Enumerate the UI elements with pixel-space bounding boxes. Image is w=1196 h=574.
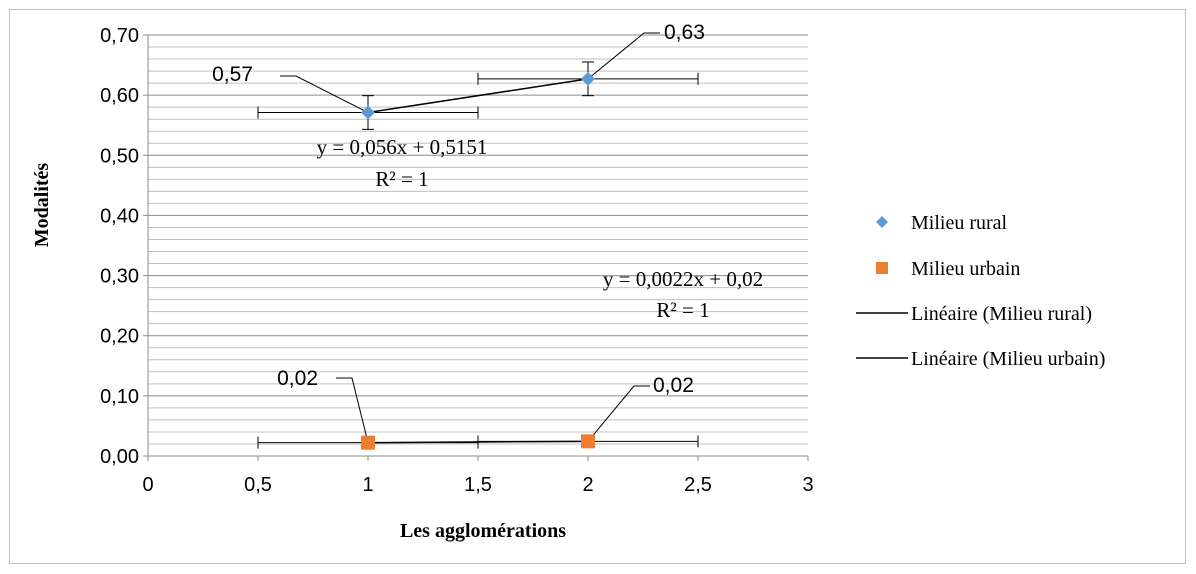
legend-trend-urbain-label: Linéaire (Milieu urbain) xyxy=(911,348,1105,370)
data-points xyxy=(361,71,595,450)
callout-leader-line xyxy=(587,32,660,80)
data-label: 0,63 xyxy=(664,21,705,44)
trendline-rural xyxy=(367,78,589,114)
legend-rural-marker xyxy=(876,216,888,228)
trendline-equation: y = 0,0022x + 0,02 xyxy=(603,267,763,291)
y-tick-label: 0,40 xyxy=(100,205,139,227)
error-bars xyxy=(257,61,699,449)
callouts xyxy=(280,32,660,443)
legend-urbain-label: Milieu urbain xyxy=(911,258,1020,280)
x-tick-label: 2,5 xyxy=(684,474,712,496)
legend-urbain-marker xyxy=(876,262,888,274)
x-tick-label: 0 xyxy=(142,474,153,496)
x-tick-label: 3 xyxy=(802,474,813,496)
x-tick-label: 2 xyxy=(582,474,593,496)
data-label: 0,57 xyxy=(212,63,253,86)
y-axis-title: Modalités xyxy=(31,163,53,248)
legend: Milieu rural Milieu urbain Linéaire (Milie… xyxy=(856,212,1105,370)
x-tick-label: 1 xyxy=(362,474,373,496)
y-tick-label: 0,30 xyxy=(100,266,139,288)
y-tick-label: 0,00 xyxy=(100,446,139,468)
trendline-equation: y = 0,056x + 0,5151 xyxy=(317,135,488,159)
trendline-r2: R² = 1 xyxy=(375,167,428,191)
legend-trend-rural-label: Linéaire (Milieu rural) xyxy=(911,303,1092,325)
callout-leader-line xyxy=(336,377,369,443)
y-tick-label: 0,70 xyxy=(100,25,139,47)
axes: 0,00 0,10 0,20 0,30 0,40 0,50 0,60 0,70 0 0,5 1 1,5… xyxy=(31,25,814,542)
chart-frame xyxy=(9,9,1186,564)
data-label: 0,02 xyxy=(277,367,318,390)
callout-leader-line xyxy=(280,75,369,113)
y-tick-label: 0,20 xyxy=(100,326,139,348)
point-urbain xyxy=(581,434,595,449)
x-tick-label: 0,5 xyxy=(244,474,272,496)
point-rural xyxy=(361,105,375,120)
x-tick-label: 1,5 xyxy=(464,474,492,496)
data-label: 0,02 xyxy=(653,374,694,397)
grid xyxy=(148,34,808,457)
y-tick-label: 0,50 xyxy=(100,145,139,167)
x-axis-title: Les agglomérations xyxy=(400,520,566,542)
legend-rural-label: Milieu rural xyxy=(911,212,1008,234)
y-tick-label: 0,10 xyxy=(100,386,139,408)
point-urbain xyxy=(361,435,375,450)
y-tick-label: 0,60 xyxy=(100,85,139,107)
callout-leader-line xyxy=(587,385,650,442)
point-rural xyxy=(581,71,595,86)
trendline-r2: R² = 1 xyxy=(656,298,709,322)
trendlines xyxy=(367,78,589,444)
text-labels: 0,57 0,63 0,02 0,02 y = 0,056x + 0,5151 R² = … xyxy=(212,21,763,397)
